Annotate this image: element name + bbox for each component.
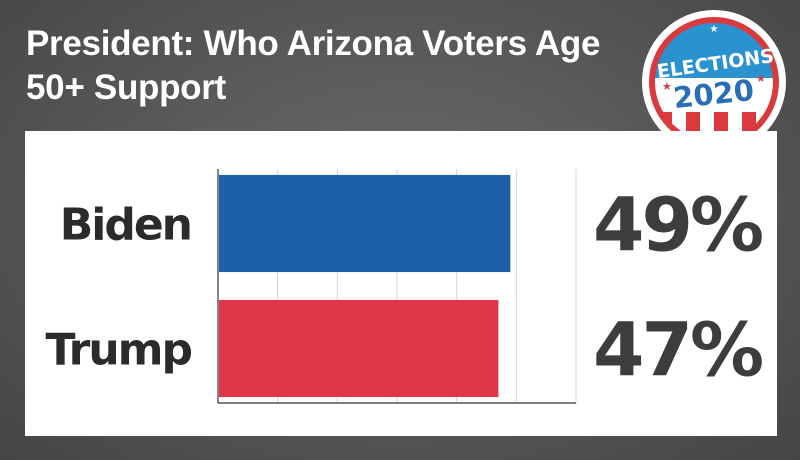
chart-panel: Biden Trump 49% 47% [25, 131, 777, 436]
bar-trump [219, 299, 499, 398]
bar-biden [219, 174, 511, 273]
category-label-trump: Trump [45, 325, 191, 376]
category-labels: Biden Trump [45, 200, 193, 376]
chart-title: President: Who Arizona Voters Age 50+ Su… [26, 24, 601, 107]
value-label-trump: 47% [593, 308, 762, 394]
svg-text:★: ★ [710, 24, 719, 35]
category-label-biden: Biden [60, 200, 191, 251]
value-labels: 49%47% [593, 183, 765, 394]
badge-line2: 2020 [672, 73, 756, 115]
svg-text:★: ★ [756, 72, 766, 85]
value-label-biden: 49% [593, 183, 762, 269]
bars [219, 174, 511, 398]
svg-text:★: ★ [662, 80, 672, 93]
